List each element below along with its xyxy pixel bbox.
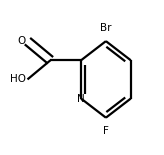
- Text: N: N: [77, 94, 85, 104]
- Text: Br: Br: [100, 22, 112, 33]
- Text: HO: HO: [10, 74, 26, 84]
- Text: F: F: [103, 126, 109, 136]
- Text: O: O: [17, 36, 26, 46]
